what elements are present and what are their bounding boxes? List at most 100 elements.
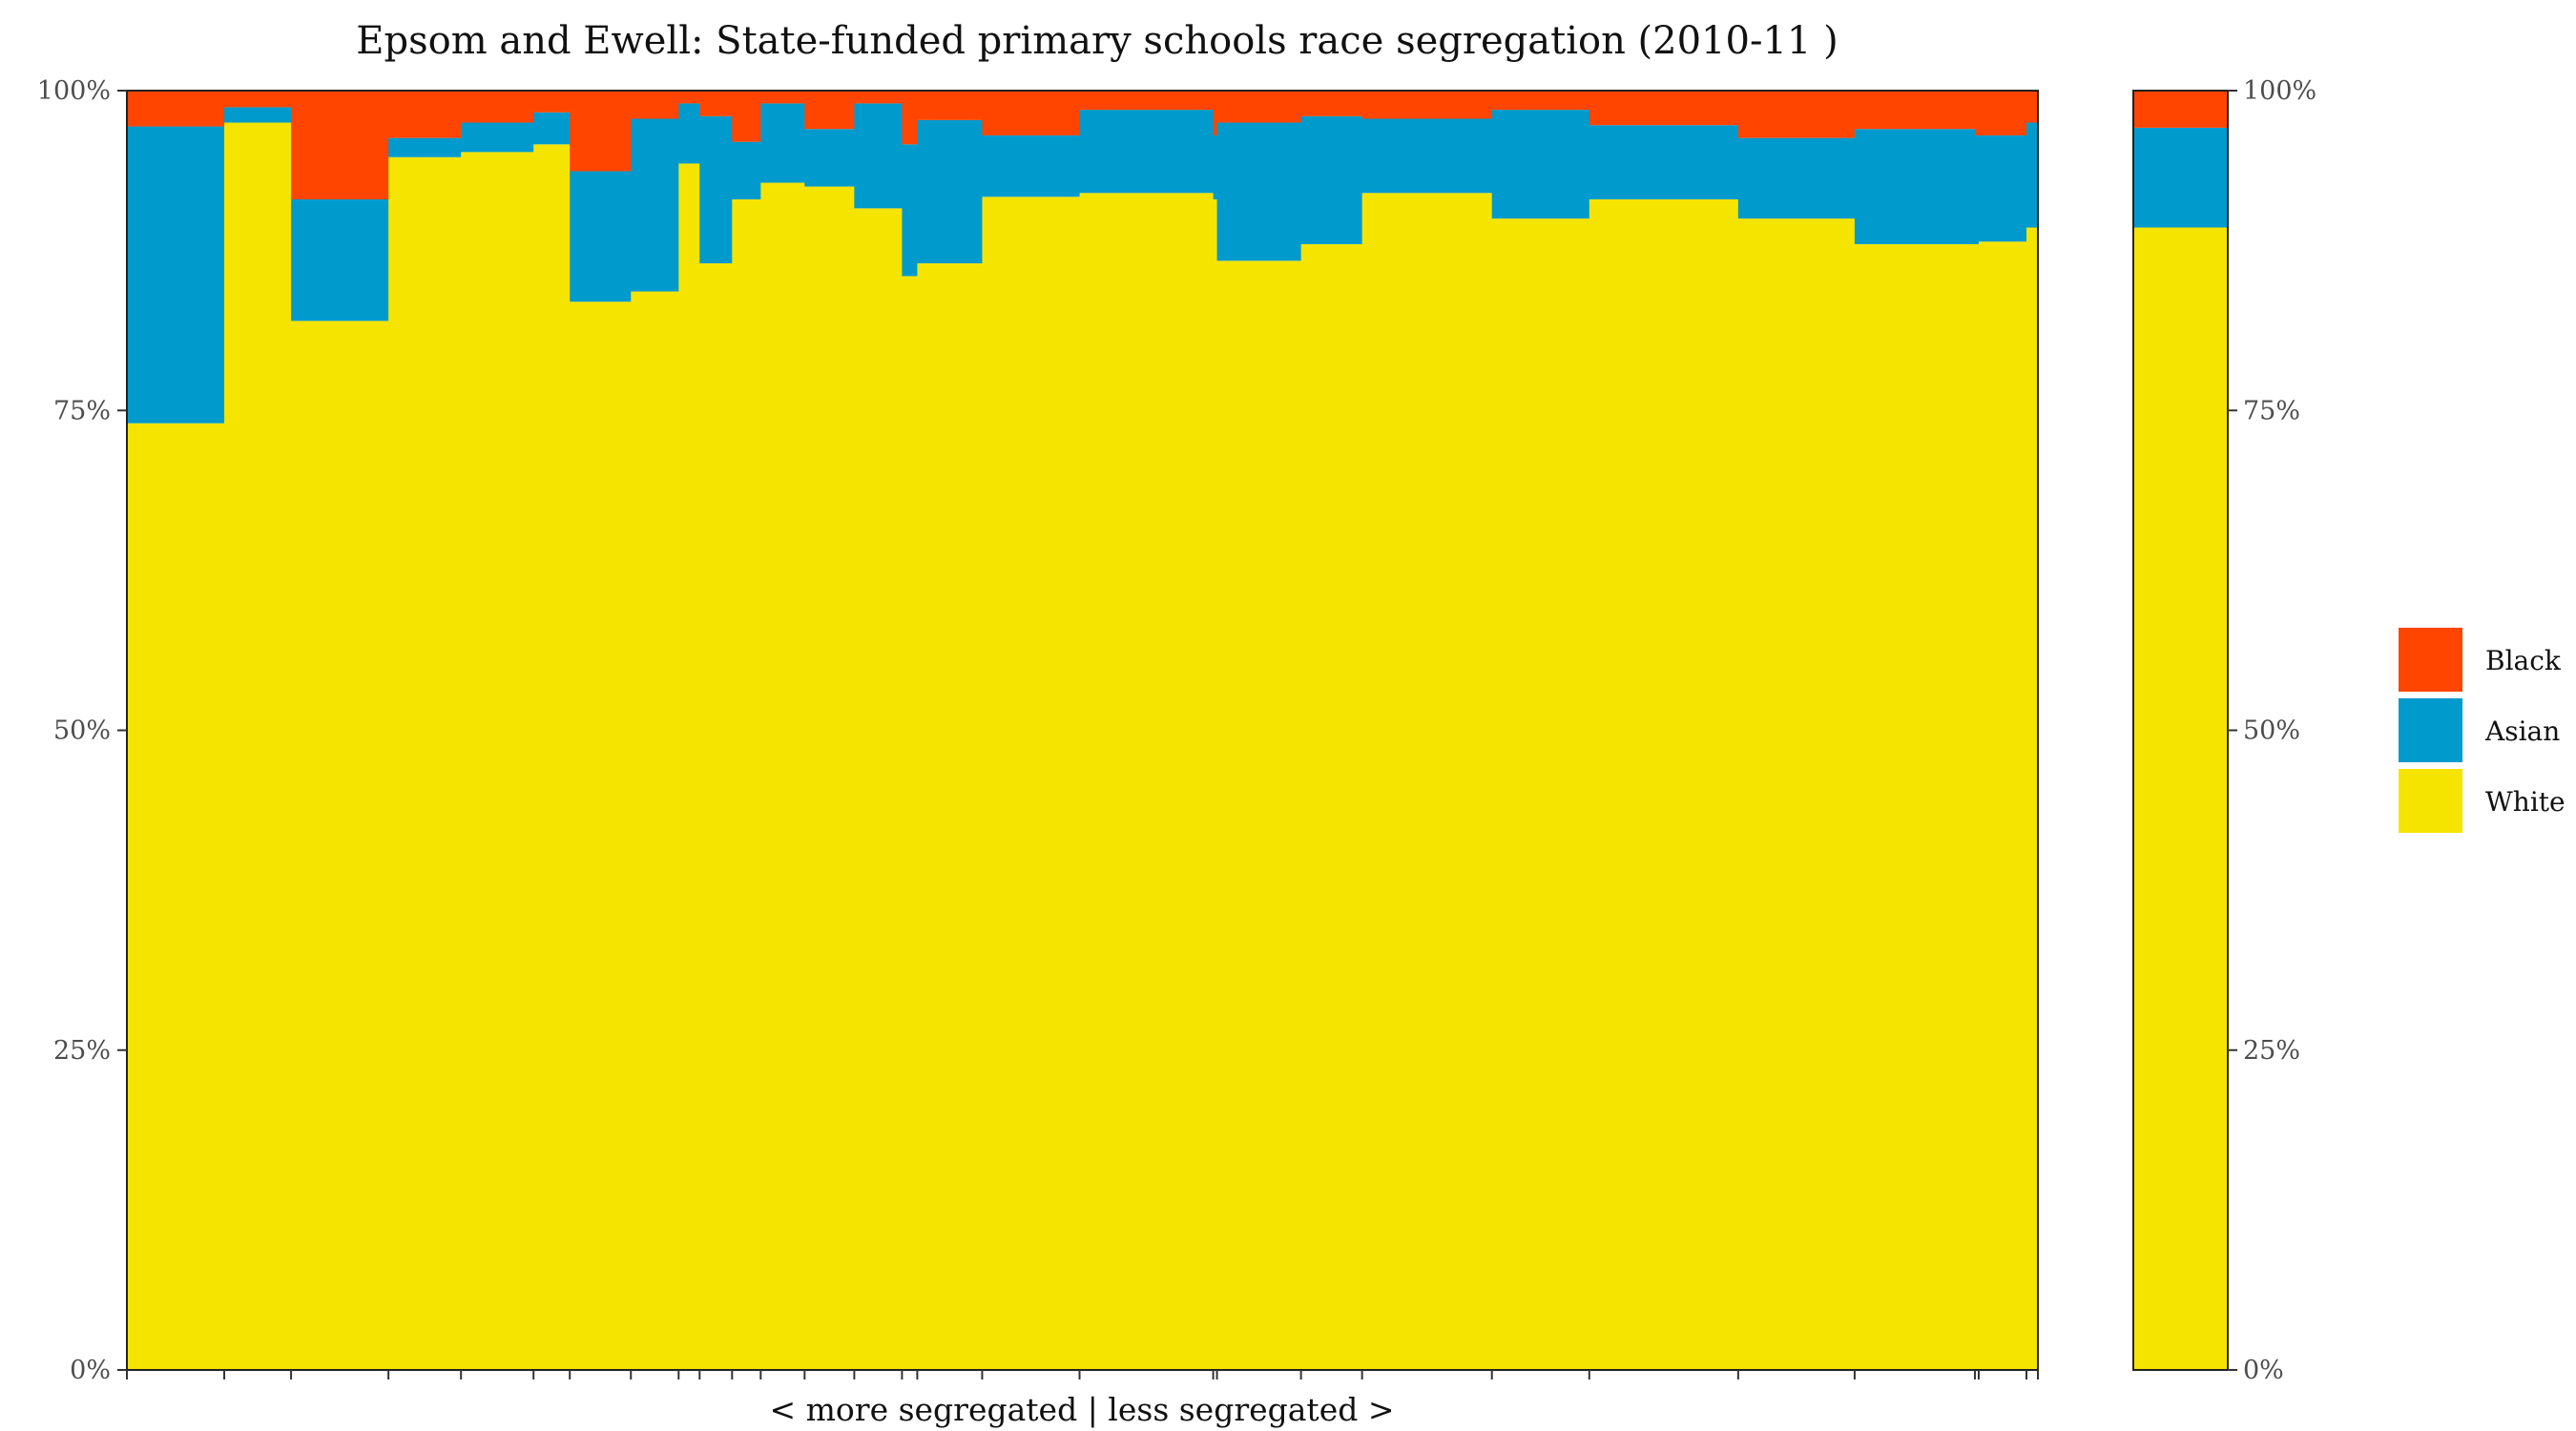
bar-segment-black — [982, 91, 1080, 135]
bar-segment-black — [1216, 91, 1302, 123]
bar-segment-black — [127, 91, 225, 127]
y-tick-label-left: 100% — [37, 76, 111, 106]
bar-segment-black — [699, 91, 733, 116]
bar-segment-white — [982, 197, 1080, 1371]
bar-segment-white — [1978, 241, 2027, 1370]
bar-segment-black — [2133, 91, 2228, 128]
legend-label-asian: Asian — [2484, 716, 2560, 747]
bar-segment-black — [1079, 91, 1215, 111]
bar-segment-asian — [804, 129, 855, 187]
legend-label-white: White — [2485, 786, 2566, 818]
bar-segment-black — [917, 91, 983, 120]
bar-segment-white — [461, 152, 534, 1370]
bar-segment-black — [570, 91, 632, 172]
bar-segment-asian — [1491, 110, 1590, 219]
bar-segment-asian — [1216, 122, 1302, 261]
bar-segment-asian — [570, 171, 632, 302]
bar-segment-black — [1589, 91, 1739, 126]
main-panel-bars — [127, 91, 2039, 1371]
bar-segment-asian — [1079, 110, 1215, 194]
bar-segment-asian — [1213, 135, 1218, 199]
bar-segment-asian — [2025, 122, 2039, 228]
bar-segment-black — [1854, 91, 1976, 130]
bar-segment-white — [2025, 227, 2039, 1370]
bar-segment-white — [631, 291, 679, 1370]
bar-segment-white — [388, 156, 462, 1371]
bar-segment-black — [732, 91, 761, 142]
bar-segment-black — [760, 91, 805, 104]
y-tick-label-left: 0% — [70, 1356, 111, 1385]
legend: Black Asian White — [2399, 628, 2566, 833]
legend-label-black: Black — [2485, 645, 2562, 676]
bar-segment-white — [127, 423, 225, 1370]
bar-segment-white — [1589, 198, 1739, 1371]
bar-segment-asian — [917, 119, 983, 264]
bar-segment-white — [760, 182, 805, 1370]
bar-segment-white — [570, 301, 632, 1370]
y-tick-label-right: 50% — [2243, 716, 2300, 746]
bar-segment-white — [732, 198, 761, 1371]
bar-segment-black — [224, 91, 292, 108]
bar-segment-asian — [1854, 129, 1976, 244]
y-tick-label-right: 0% — [2243, 1356, 2284, 1385]
bar-segment-white — [902, 276, 918, 1370]
bar-segment-black — [2025, 91, 2039, 123]
bar-segment-black — [1974, 91, 1980, 135]
bar-segment-asian — [982, 135, 1080, 197]
y-tick-label-left: 25% — [53, 1036, 111, 1066]
bar-segment-asian — [1978, 135, 2027, 242]
bar-segment-asian — [902, 144, 918, 277]
bar-segment-black — [678, 91, 700, 104]
y-tick-label-left: 75% — [53, 396, 111, 425]
bar-segment-black — [804, 91, 855, 130]
bar-segment-black — [1737, 91, 1856, 138]
bar-segment-black — [1978, 91, 2027, 135]
overall-panel-bars — [2133, 91, 2228, 1370]
bar-segment-white — [1216, 260, 1302, 1370]
bar-segment-white — [1974, 243, 1980, 1370]
legend-swatch-black — [2399, 628, 2462, 692]
bar-segment-asian — [1974, 135, 1980, 244]
bar-segment-black — [902, 91, 918, 145]
bar-segment-black — [1361, 91, 1493, 119]
bar-segment-white — [1079, 193, 1215, 1370]
bar-segment-asian — [1737, 137, 1856, 219]
bar-segment-black — [854, 91, 903, 104]
chart-title: Epsom and Ewell: State-funded primary sc… — [356, 19, 1838, 63]
bar-segment-asian — [699, 115, 733, 264]
bar-segment-asian — [1589, 125, 1739, 199]
y-tick-label-right: 25% — [2243, 1036, 2300, 1066]
x-axis-label: < more segregated | less segregated > — [770, 1391, 1395, 1428]
bar-segment-asian — [678, 103, 700, 164]
bar-segment-white — [804, 186, 855, 1371]
bar-segment-white — [1737, 218, 1856, 1371]
bar-segment-asian — [760, 103, 805, 183]
y-tick-label-right: 75% — [2243, 396, 2300, 425]
right-y-axis: 0% 25% 50% 75% 100% — [2228, 76, 2316, 1385]
bar-segment-white — [1491, 218, 1590, 1371]
bar-segment-white — [1361, 193, 1493, 1370]
bar-segment-asian — [732, 141, 761, 199]
bar-segment-asian — [461, 122, 534, 153]
bar-segment-white — [678, 163, 700, 1370]
bar-segment-asian — [224, 107, 292, 123]
bar-segment-black — [291, 91, 389, 199]
legend-swatch-asian — [2399, 698, 2462, 762]
bar-segment-black — [1491, 91, 1590, 111]
bar-segment-asian — [533, 112, 571, 145]
bar-segment-white — [224, 122, 292, 1370]
bar-segment-asian — [631, 118, 679, 292]
bar-segment-white — [1854, 243, 1976, 1370]
bar-segment-white — [699, 263, 733, 1370]
bar-segment-black — [461, 91, 534, 123]
bar-segment-white — [1300, 243, 1363, 1370]
bar-segment-black — [388, 91, 462, 138]
bar-segment-asian — [291, 198, 389, 321]
bar-segment-asian — [127, 126, 225, 424]
bar-segment-asian — [388, 137, 462, 157]
bar-segment-black — [1300, 91, 1363, 116]
bar-segment-white — [854, 208, 903, 1371]
legend-swatch-white — [2399, 769, 2462, 833]
y-tick-label-left: 50% — [53, 716, 111, 746]
